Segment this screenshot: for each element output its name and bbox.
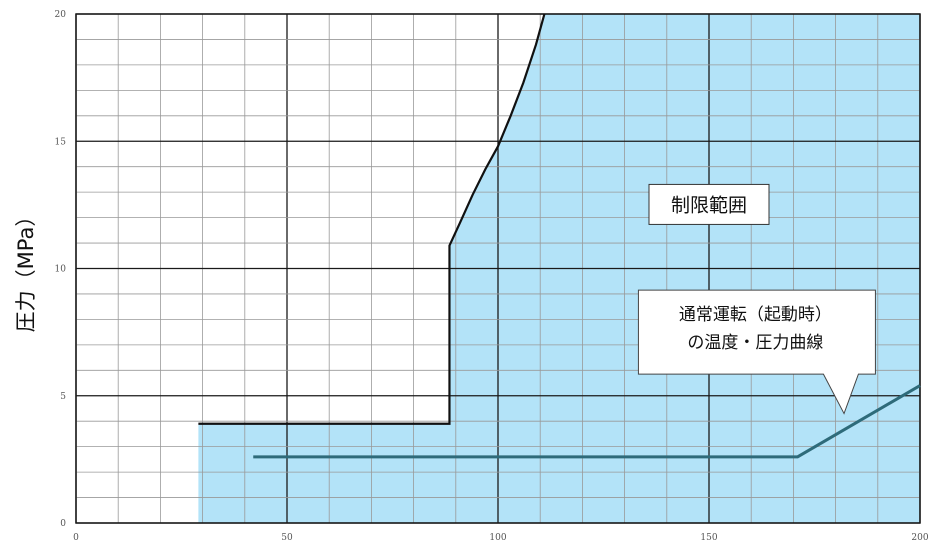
x-tick-label: 0 [73, 533, 79, 543]
operating-curve-line [253, 384, 921, 459]
plot-frame [75, 13, 921, 524]
region-label: 制限範囲 [671, 194, 747, 216]
y-tick-label: 5 [60, 392, 66, 402]
grid [75, 13, 921, 524]
y-tick-label: 15 [55, 137, 67, 147]
x-tick-label: 50 [281, 533, 293, 543]
x-tick-label: 200 [911, 533, 928, 543]
x-tick-label: 150 [700, 533, 717, 543]
y-axis-label: 圧力（MPa） [14, 206, 38, 333]
region-label-box [648, 183, 770, 225]
y-tick-label: 10 [55, 265, 67, 275]
callout-box [637, 289, 876, 415]
callout-text-line: 通常運転（起動時） [679, 305, 832, 325]
limit-boundary-line [198, 13, 546, 425]
x-tick-label: 100 [489, 533, 506, 543]
x-tick-labels: 0 50 100 150 200 [73, 533, 928, 543]
y-tick-label: 0 [60, 519, 66, 529]
y-tick-labels: 0 5 10 15 20 [55, 10, 67, 529]
callout-text-line: の温度・圧力曲線 [687, 333, 823, 353]
y-tick-label: 20 [55, 10, 67, 20]
